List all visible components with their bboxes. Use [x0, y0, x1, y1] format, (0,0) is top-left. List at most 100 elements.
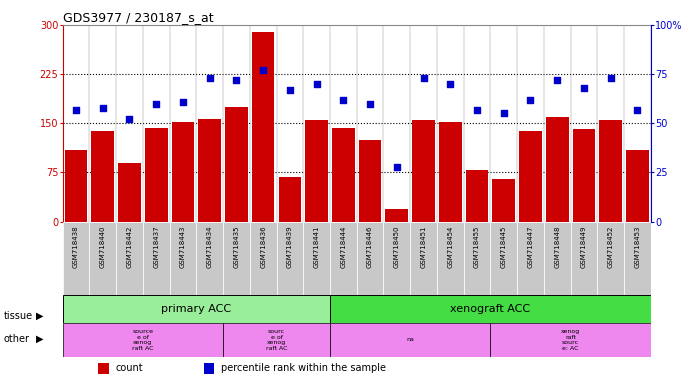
Bar — [544, 222, 571, 295]
Bar — [412, 120, 435, 222]
Bar — [386, 209, 408, 222]
Bar — [573, 129, 595, 222]
Bar — [63, 295, 330, 323]
Text: sourc
e of
xenog
raft AC: sourc e of xenog raft AC — [266, 329, 287, 351]
Point — [632, 106, 643, 113]
Point — [445, 81, 456, 87]
Text: GSM718455: GSM718455 — [474, 225, 480, 268]
Point — [97, 104, 109, 111]
Point — [391, 164, 402, 170]
Text: ▶: ▶ — [36, 311, 44, 321]
Text: GSM718453: GSM718453 — [634, 225, 640, 268]
Text: xenograft ACC: xenograft ACC — [450, 304, 530, 314]
Text: GSM718451: GSM718451 — [420, 225, 427, 268]
Point — [605, 75, 616, 81]
Bar — [571, 222, 597, 295]
Bar — [196, 222, 223, 295]
Text: GSM718447: GSM718447 — [528, 225, 533, 268]
Point — [578, 85, 590, 91]
Point — [365, 101, 376, 107]
Text: GSM718446: GSM718446 — [367, 225, 373, 268]
Bar — [170, 222, 196, 295]
Text: count: count — [116, 364, 143, 374]
Text: GSM718442: GSM718442 — [127, 225, 132, 268]
Point — [177, 99, 189, 105]
Text: GSM718438: GSM718438 — [73, 225, 79, 268]
Bar — [223, 222, 250, 295]
Bar — [252, 31, 274, 222]
Bar — [225, 107, 248, 222]
Text: GSM718440: GSM718440 — [100, 225, 106, 268]
Text: GSM718435: GSM718435 — [233, 225, 239, 268]
Text: ▶: ▶ — [36, 334, 44, 344]
Point — [525, 97, 536, 103]
Text: xenog
raft
sourc
e: AC: xenog raft sourc e: AC — [561, 329, 580, 351]
Bar — [250, 222, 276, 295]
Bar — [198, 119, 221, 222]
Bar — [519, 131, 541, 222]
Bar — [330, 222, 357, 295]
Bar — [91, 131, 114, 222]
Text: GSM718434: GSM718434 — [207, 225, 213, 268]
Bar — [439, 122, 461, 222]
Text: GSM718441: GSM718441 — [314, 225, 319, 268]
Text: na: na — [406, 338, 414, 343]
Text: source
e of
xenog
raft AC: source e of xenog raft AC — [132, 329, 154, 351]
Text: GSM718454: GSM718454 — [448, 225, 453, 268]
Point — [150, 101, 161, 107]
Point — [338, 97, 349, 103]
Point — [552, 77, 563, 83]
Point — [231, 77, 242, 83]
Bar — [383, 222, 410, 295]
Text: GSM718444: GSM718444 — [340, 225, 347, 268]
Point — [284, 87, 295, 93]
Bar — [278, 177, 301, 222]
Bar — [491, 323, 651, 357]
Bar — [330, 295, 651, 323]
Bar — [466, 170, 489, 222]
Bar — [63, 323, 223, 357]
Bar — [410, 222, 437, 295]
Bar — [464, 222, 491, 295]
Bar — [98, 362, 109, 374]
Bar — [599, 120, 622, 222]
Bar — [492, 179, 515, 222]
Bar — [546, 117, 569, 222]
Bar — [624, 222, 651, 295]
Bar — [116, 222, 143, 295]
Bar — [276, 222, 303, 295]
Bar — [89, 222, 116, 295]
Text: tissue: tissue — [3, 311, 33, 321]
Text: GSM718445: GSM718445 — [500, 225, 507, 268]
Text: other: other — [3, 334, 29, 344]
Bar — [143, 222, 170, 295]
Bar — [223, 323, 330, 357]
Text: GSM718439: GSM718439 — [287, 225, 293, 268]
Text: GSM718448: GSM718448 — [554, 225, 560, 268]
Point — [70, 106, 81, 113]
Point — [204, 75, 215, 81]
Bar — [356, 222, 383, 295]
Point — [471, 106, 482, 113]
Text: GSM718437: GSM718437 — [153, 225, 159, 268]
Bar — [118, 162, 141, 222]
Bar — [145, 128, 168, 222]
Bar — [491, 222, 517, 295]
Bar — [306, 120, 328, 222]
Text: GSM718450: GSM718450 — [394, 225, 400, 268]
Bar — [517, 222, 544, 295]
Bar — [303, 222, 330, 295]
Text: GSM718452: GSM718452 — [608, 225, 614, 268]
Point — [258, 67, 269, 73]
Point — [124, 116, 135, 122]
Bar — [626, 149, 649, 222]
Bar — [172, 122, 194, 222]
Point — [498, 110, 509, 116]
Text: GSM718436: GSM718436 — [260, 225, 266, 268]
Text: primary ACC: primary ACC — [161, 304, 231, 314]
Bar — [65, 149, 88, 222]
Bar — [330, 323, 491, 357]
Text: GSM718443: GSM718443 — [180, 225, 186, 268]
Bar — [358, 140, 381, 222]
Bar — [63, 222, 89, 295]
